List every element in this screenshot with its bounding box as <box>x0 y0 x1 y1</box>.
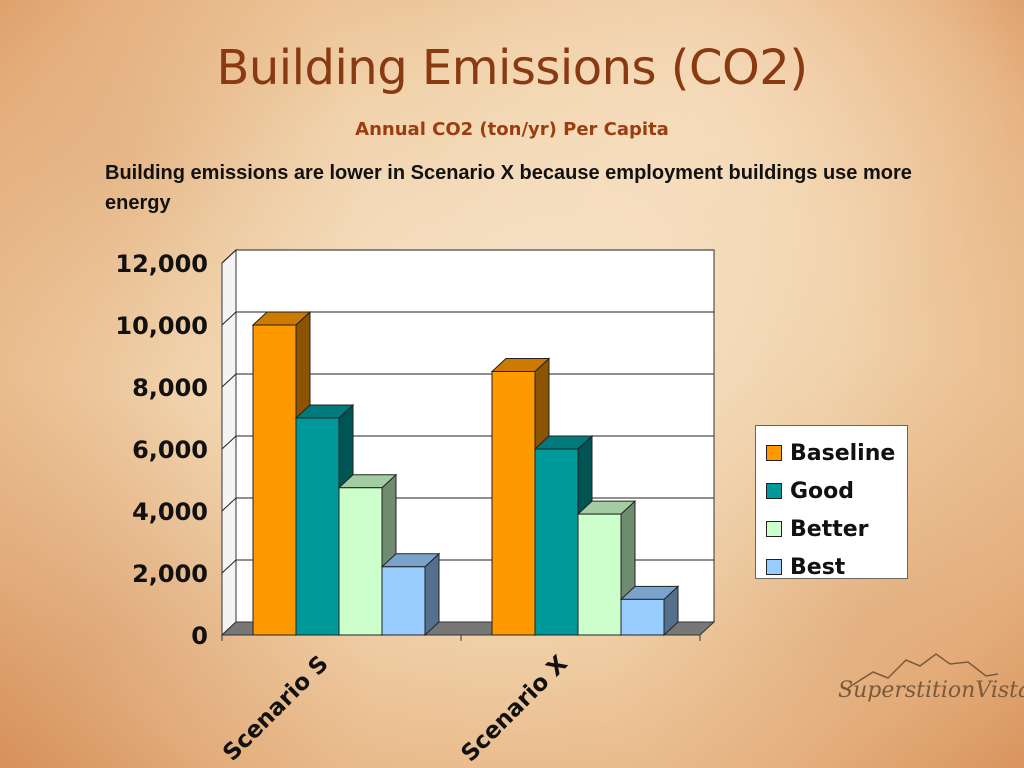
legend-swatch <box>766 521 782 537</box>
bar <box>252 324 297 636</box>
category-label: Scenario S <box>218 651 333 766</box>
bar-side <box>424 552 440 637</box>
superstition-vistas-logo: SuperstitionVistas <box>828 650 1024 720</box>
bar <box>338 487 383 636</box>
y-tick-label: 12,000 <box>115 250 208 278</box>
bar <box>577 513 622 636</box>
legend-item: Good <box>766 472 907 510</box>
bar <box>534 448 579 636</box>
legend-swatch <box>766 559 782 575</box>
y-tick-label: 2,000 <box>132 560 208 588</box>
legend-item: Baseline <box>766 434 907 472</box>
category-label: Scenario X <box>456 651 572 767</box>
legend-item: Better <box>766 510 907 548</box>
y-tick-label: 0 <box>191 622 208 650</box>
bar <box>295 417 340 636</box>
legend-swatch <box>766 445 782 461</box>
legend-swatch <box>766 483 782 499</box>
mountain-logo-icon <box>847 653 999 689</box>
chart-legend: Baseline Good Better Best <box>755 425 908 580</box>
y-tick-label: 6,000 <box>132 436 208 464</box>
legend-label: Best <box>790 554 846 580</box>
legend-label: Good <box>790 478 855 504</box>
y-tick-label: 4,000 <box>132 498 208 526</box>
gridline <box>221 373 714 388</box>
bar <box>491 371 536 636</box>
slide-title: Building Emissions (CO2) <box>216 40 808 96</box>
bar <box>381 566 426 636</box>
slide-subtitle: Annual CO2 (ton/yr) Per Capita <box>355 119 669 140</box>
slide-note: Building emissions are lower in Scenario… <box>105 162 912 214</box>
gridline <box>221 311 714 326</box>
legend-item: Best <box>766 548 907 586</box>
y-tick-label: 8,000 <box>132 374 208 402</box>
gridline <box>221 249 714 264</box>
legend-label: Baseline <box>790 440 896 466</box>
legend-label: Better <box>790 516 869 542</box>
y-tick-label: 10,000 <box>115 312 208 340</box>
logo-text: SuperstitionVistas <box>838 678 1024 703</box>
bar <box>620 598 665 636</box>
